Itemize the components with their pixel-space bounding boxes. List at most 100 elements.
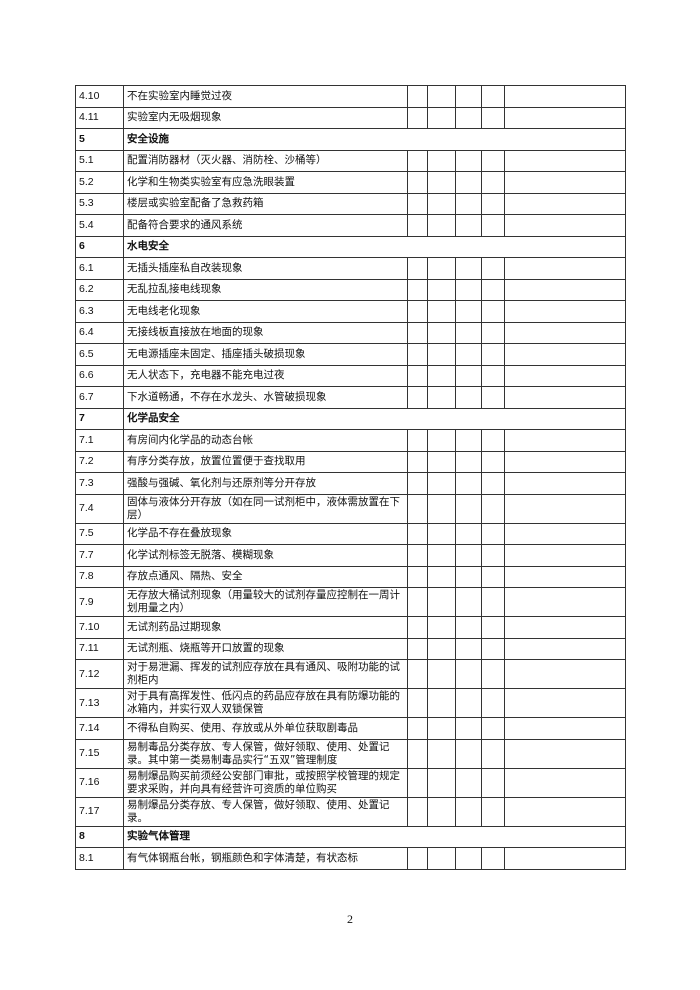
check-cell[interactable]	[455, 544, 482, 567]
check-cell[interactable]	[504, 738, 626, 769]
check-cell[interactable]	[481, 343, 505, 366]
check-cell[interactable]	[481, 847, 505, 870]
check-cell[interactable]	[407, 616, 428, 639]
check-cell[interactable]	[407, 847, 428, 870]
check-cell[interactable]	[455, 450, 482, 473]
check-cell[interactable]	[407, 386, 428, 409]
check-cell[interactable]	[504, 257, 626, 280]
check-cell[interactable]	[481, 386, 505, 409]
check-cell[interactable]	[455, 616, 482, 639]
check-cell[interactable]	[407, 85, 428, 108]
check-cell[interactable]	[504, 429, 626, 452]
check-cell[interactable]	[407, 149, 428, 172]
check-cell[interactable]	[481, 106, 505, 129]
check-cell[interactable]	[427, 106, 456, 129]
check-cell[interactable]	[427, 637, 456, 660]
check-cell[interactable]	[427, 321, 456, 344]
check-cell[interactable]	[407, 796, 428, 827]
check-cell[interactable]	[481, 278, 505, 301]
check-cell[interactable]	[407, 738, 428, 769]
check-cell[interactable]	[481, 364, 505, 387]
check-cell[interactable]	[407, 214, 428, 237]
check-cell[interactable]	[407, 429, 428, 452]
check-cell[interactable]	[455, 278, 482, 301]
check-cell[interactable]	[481, 300, 505, 323]
check-cell[interactable]	[504, 321, 626, 344]
check-cell[interactable]	[504, 659, 626, 689]
check-cell[interactable]	[481, 688, 505, 718]
check-cell[interactable]	[481, 85, 505, 108]
check-cell[interactable]	[407, 472, 428, 495]
check-cell[interactable]	[455, 429, 482, 452]
check-cell[interactable]	[427, 688, 456, 718]
check-cell[interactable]	[427, 767, 456, 798]
check-cell[interactable]	[427, 587, 456, 617]
check-cell[interactable]	[427, 300, 456, 323]
check-cell[interactable]	[504, 386, 626, 409]
check-cell[interactable]	[427, 364, 456, 387]
check-cell[interactable]	[504, 688, 626, 718]
check-cell[interactable]	[407, 565, 428, 588]
check-cell[interactable]	[407, 300, 428, 323]
check-cell[interactable]	[427, 738, 456, 769]
check-cell[interactable]	[455, 659, 482, 689]
check-cell[interactable]	[407, 450, 428, 473]
check-cell[interactable]	[407, 493, 428, 524]
check-cell[interactable]	[407, 321, 428, 344]
check-cell[interactable]	[481, 257, 505, 280]
check-cell[interactable]	[407, 106, 428, 129]
check-cell[interactable]	[455, 85, 482, 108]
check-cell[interactable]	[427, 616, 456, 639]
check-cell[interactable]	[455, 472, 482, 495]
check-cell[interactable]	[504, 472, 626, 495]
check-cell[interactable]	[504, 796, 626, 827]
check-cell[interactable]	[504, 637, 626, 660]
check-cell[interactable]	[504, 587, 626, 617]
check-cell[interactable]	[481, 738, 505, 769]
check-cell[interactable]	[481, 493, 505, 524]
check-cell[interactable]	[407, 522, 428, 545]
check-cell[interactable]	[407, 278, 428, 301]
check-cell[interactable]	[481, 587, 505, 617]
check-cell[interactable]	[427, 386, 456, 409]
check-cell[interactable]	[427, 192, 456, 215]
check-cell[interactable]	[504, 450, 626, 473]
check-cell[interactable]	[407, 343, 428, 366]
check-cell[interactable]	[407, 767, 428, 798]
check-cell[interactable]	[455, 587, 482, 617]
check-cell[interactable]	[455, 171, 482, 194]
check-cell[interactable]	[427, 544, 456, 567]
check-cell[interactable]	[504, 717, 626, 740]
check-cell[interactable]	[455, 343, 482, 366]
check-cell[interactable]	[504, 106, 626, 129]
check-cell[interactable]	[407, 364, 428, 387]
check-cell[interactable]	[504, 616, 626, 639]
check-cell[interactable]	[504, 847, 626, 870]
check-cell[interactable]	[427, 493, 456, 524]
check-cell[interactable]	[407, 544, 428, 567]
check-cell[interactable]	[407, 688, 428, 718]
check-cell[interactable]	[427, 847, 456, 870]
check-cell[interactable]	[427, 717, 456, 740]
check-cell[interactable]	[427, 257, 456, 280]
check-cell[interactable]	[504, 565, 626, 588]
check-cell[interactable]	[481, 659, 505, 689]
check-cell[interactable]	[427, 85, 456, 108]
check-cell[interactable]	[427, 472, 456, 495]
check-cell[interactable]	[481, 321, 505, 344]
check-cell[interactable]	[504, 364, 626, 387]
check-cell[interactable]	[504, 300, 626, 323]
check-cell[interactable]	[481, 767, 505, 798]
check-cell[interactable]	[427, 214, 456, 237]
check-cell[interactable]	[455, 717, 482, 740]
check-cell[interactable]	[504, 493, 626, 524]
check-cell[interactable]	[407, 257, 428, 280]
check-cell[interactable]	[455, 847, 482, 870]
check-cell[interactable]	[427, 450, 456, 473]
check-cell[interactable]	[504, 522, 626, 545]
check-cell[interactable]	[455, 106, 482, 129]
check-cell[interactable]	[427, 343, 456, 366]
check-cell[interactable]	[504, 171, 626, 194]
check-cell[interactable]	[481, 149, 505, 172]
check-cell[interactable]	[455, 688, 482, 718]
